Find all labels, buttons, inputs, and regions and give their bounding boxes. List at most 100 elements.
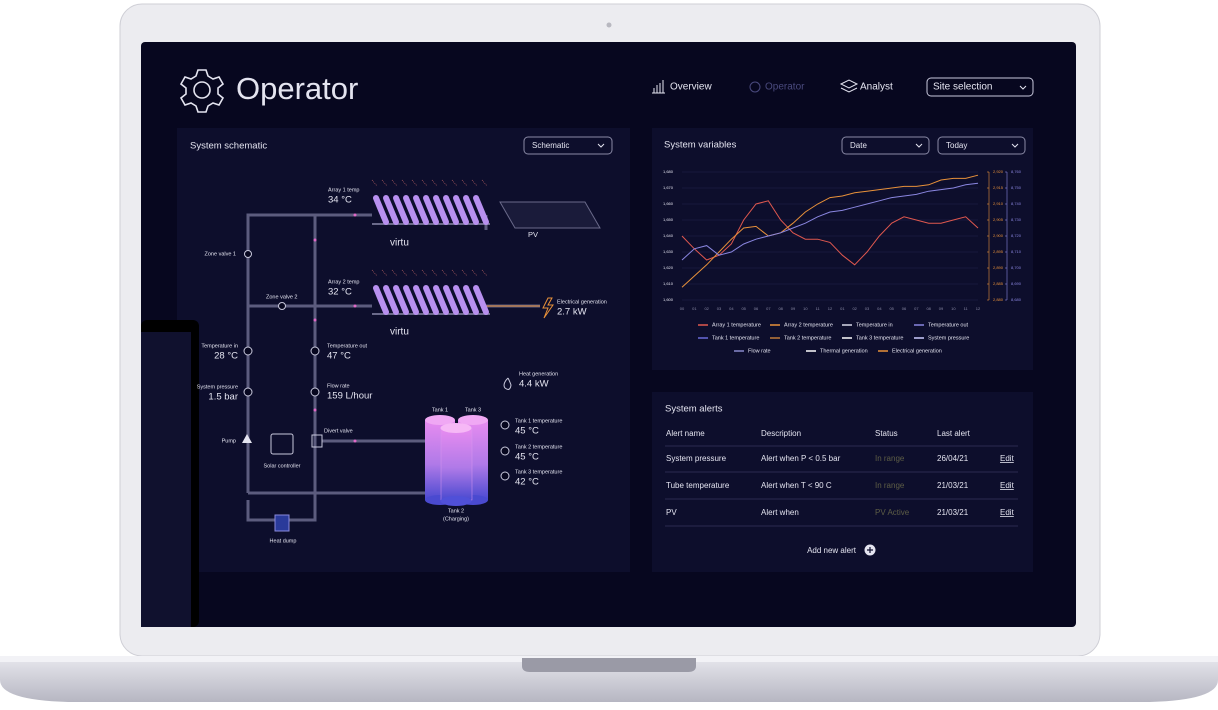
x-tick-label: 06 bbox=[754, 306, 759, 311]
analyst-icon bbox=[839, 79, 859, 93]
collector-tube bbox=[393, 195, 409, 225]
edit-link[interactable]: Edit bbox=[1000, 454, 1015, 463]
sun-ray bbox=[411, 269, 418, 277]
x-tick-label: 04 bbox=[729, 306, 734, 311]
reading-label: Array 2 temp bbox=[328, 279, 359, 285]
plus bbox=[867, 547, 873, 553]
collector-tube bbox=[403, 195, 419, 225]
cell: PV bbox=[666, 508, 677, 517]
tanks bbox=[425, 415, 488, 506]
sun-ray bbox=[431, 269, 438, 277]
edit-link[interactable]: Edit bbox=[1000, 481, 1015, 490]
cell: 21/03/21 bbox=[937, 508, 969, 517]
legend-label: Temperature in bbox=[856, 322, 893, 328]
reading-value: 28 °C bbox=[214, 351, 238, 362]
variables-panel bbox=[652, 128, 1033, 370]
column-header: Alert name bbox=[666, 429, 705, 438]
y-tick-label: 1,600 bbox=[663, 297, 674, 302]
x-tick-label: 12 bbox=[976, 306, 981, 311]
cell: Alert when P < 0.5 bar bbox=[761, 454, 841, 463]
collector-tube bbox=[423, 285, 439, 315]
x-tick-label: 07 bbox=[914, 306, 919, 311]
cell: PV Active bbox=[875, 508, 910, 517]
reading-label: Tank 3 temperature bbox=[515, 469, 562, 475]
panel-title: System variables bbox=[664, 140, 737, 151]
y2-tick-label: 2,915 bbox=[993, 185, 1004, 190]
y2-tick-label: 2,885 bbox=[993, 281, 1004, 286]
legend-label: System pressure bbox=[928, 335, 969, 341]
reading-value: 32 °C bbox=[328, 287, 352, 298]
site-select[interactable] bbox=[926, 77, 1034, 97]
edit-link[interactable]: Edit bbox=[1000, 508, 1015, 517]
select-label[interactable]: Date bbox=[850, 141, 867, 150]
nav-item[interactable]: Analyst bbox=[860, 82, 893, 93]
camera bbox=[606, 22, 612, 28]
collector-tube bbox=[463, 195, 479, 225]
reading-label: Tank 2 temperature bbox=[515, 444, 562, 450]
select[interactable] bbox=[937, 136, 1026, 155]
x-tick-label: 01 bbox=[840, 306, 845, 311]
x-tick-label: 10 bbox=[803, 306, 808, 311]
heat-dump bbox=[274, 514, 290, 532]
sun-ray bbox=[431, 179, 438, 187]
reading-value: 2.7 kW bbox=[557, 307, 587, 318]
reading-value: 47 °C bbox=[327, 351, 351, 362]
reading-value: 159 L/hour bbox=[327, 391, 372, 402]
y2-tick-label: 2,880 bbox=[993, 297, 1004, 302]
y2-tick-label: 2,895 bbox=[993, 249, 1004, 254]
series-line bbox=[681, 200, 979, 266]
collector-tube bbox=[413, 285, 429, 315]
sun-ray bbox=[371, 269, 378, 277]
reading-value: 45 °C bbox=[515, 452, 539, 463]
schematic-select[interactable] bbox=[523, 136, 613, 155]
sun-ray bbox=[371, 179, 378, 187]
y-tick-label: 1,680 bbox=[663, 169, 674, 174]
select[interactable] bbox=[841, 136, 930, 155]
y2-tick-label: 8,700 bbox=[1011, 265, 1022, 270]
nav-item[interactable]: Overview bbox=[670, 82, 712, 93]
pipe-dots bbox=[313, 213, 357, 443]
cell: 26/04/21 bbox=[937, 454, 969, 463]
y2-tick-label: 2,910 bbox=[993, 201, 1004, 206]
collector-tube bbox=[473, 195, 489, 225]
y-tick-label: 1,660 bbox=[663, 201, 674, 206]
legend-label: Electrical generation bbox=[892, 348, 942, 354]
pump-icon bbox=[242, 434, 252, 443]
y2-tick-label: 2,900 bbox=[993, 233, 1004, 238]
select-label[interactable]: Today bbox=[946, 141, 967, 150]
schematic-label: Tank 3 bbox=[465, 407, 481, 413]
collector-tube bbox=[443, 285, 459, 315]
y2-tick-label: 8,680 bbox=[1011, 297, 1022, 302]
x-tick-label: 05 bbox=[889, 306, 894, 311]
y2-tick-label: 8,750 bbox=[1011, 185, 1022, 190]
column-header: Last alert bbox=[937, 429, 971, 438]
y2-tick-label: 8,720 bbox=[1011, 233, 1022, 238]
sun-ray bbox=[401, 179, 408, 187]
alerts-panel bbox=[652, 392, 1033, 572]
x-tick-label: 11 bbox=[816, 306, 821, 311]
chevron bbox=[597, 143, 605, 148]
cell: In range bbox=[875, 454, 905, 463]
panel-title: System schematic bbox=[190, 141, 267, 152]
y2-tick-label: 2,905 bbox=[993, 217, 1004, 222]
reading-value: 1.5 bar bbox=[208, 392, 238, 403]
reading-label: Temperature in bbox=[201, 343, 238, 349]
reading-value: 45 °C bbox=[515, 426, 539, 437]
sun-ray bbox=[451, 179, 458, 187]
sun-ray bbox=[441, 179, 448, 187]
legend-label: Flow rate bbox=[748, 348, 771, 354]
select-label[interactable]: Schematic bbox=[532, 141, 569, 150]
site-select-label[interactable]: Site selection bbox=[933, 82, 992, 93]
collector-tube bbox=[433, 195, 449, 225]
page-title: Operator bbox=[236, 71, 358, 106]
sun-ray bbox=[421, 179, 428, 187]
x-tick-label: 03 bbox=[717, 306, 722, 311]
y2-tick-label: 8,760 bbox=[1011, 169, 1022, 174]
sun-ray bbox=[461, 269, 468, 277]
overview-icon bbox=[652, 80, 665, 94]
reading-label: Electrical generation bbox=[557, 299, 607, 305]
nav-item-active[interactable]: Operator bbox=[765, 82, 805, 93]
legend-label: Array 1 temperature bbox=[712, 322, 761, 328]
cell: Alert when T < 90 C bbox=[761, 481, 832, 490]
add-alert[interactable]: Add new alert bbox=[807, 546, 857, 555]
